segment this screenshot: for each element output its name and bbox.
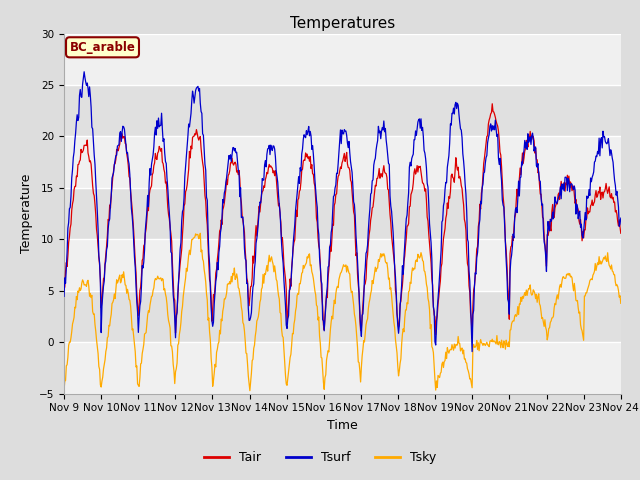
Y-axis label: Temperature: Temperature (20, 174, 33, 253)
Bar (64, 240, 621, 291)
X-axis label: Time: Time (327, 419, 358, 432)
Title: Temperatures: Temperatures (290, 16, 395, 31)
Bar (64, 34, 621, 85)
Bar (64, 188, 621, 240)
Text: BC_arable: BC_arable (70, 41, 136, 54)
Bar (64, 342, 621, 394)
Legend: Tair, Tsurf, Tsky: Tair, Tsurf, Tsky (198, 446, 442, 469)
Bar (64, 291, 621, 342)
Bar (64, 85, 621, 136)
Bar (64, 136, 621, 188)
